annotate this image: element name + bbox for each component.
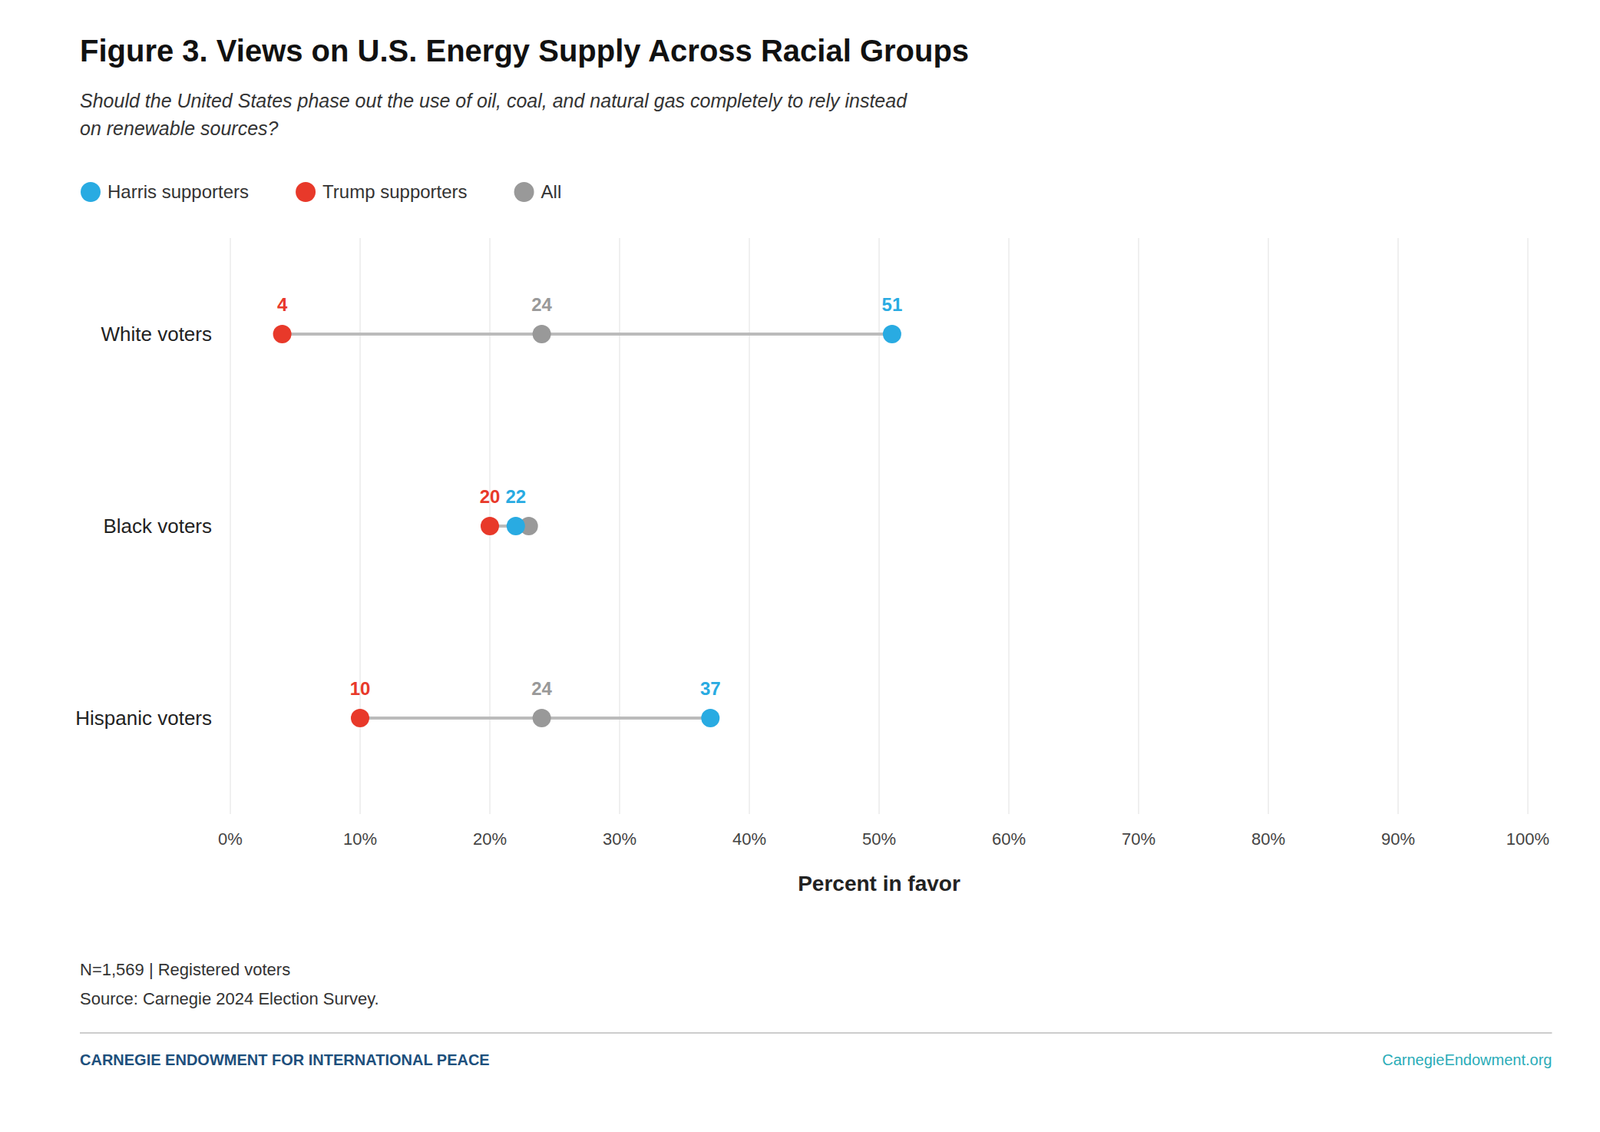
legend-swatch: [295, 181, 316, 202]
y-tick-label: Black voters: [102, 514, 212, 538]
x-tick-label: 10%: [343, 829, 377, 849]
connector: [282, 332, 893, 336]
dot: [506, 516, 526, 536]
grid-line: [879, 238, 880, 814]
note: Source: Carnegie 2024 Election Survey.: [79, 988, 380, 1009]
x-tick-label: 30%: [602, 829, 637, 849]
x-tick-label: 40%: [732, 829, 767, 849]
dot: [532, 324, 552, 344]
note: N=1,569 | Registered voters: [79, 959, 291, 979]
data-label: 4: [277, 294, 288, 315]
background: [0, 0, 1600, 1132]
data-label: 24: [531, 677, 553, 699]
data-label: 24: [531, 294, 553, 315]
x-tick-label: 90%: [1381, 829, 1415, 849]
grid-line: [1268, 238, 1270, 814]
marks: [273, 324, 902, 728]
x-tick-label: 60%: [991, 829, 1026, 849]
x-grid: [230, 238, 1528, 814]
subtitle: on renewable sources?: [79, 117, 279, 139]
grid-line: [1398, 238, 1399, 814]
x-tick-label: 100%: [1506, 829, 1550, 849]
data-labels: 51 22 37 4 20 10 24 24: [277, 294, 903, 699]
data-label: 22: [505, 485, 526, 507]
y-tick-label: Hispanic voters: [75, 706, 212, 730]
grid-line: [360, 238, 361, 814]
grid-line: [230, 238, 232, 814]
x-tick-label: 80%: [1251, 829, 1286, 849]
grid-line: [749, 238, 751, 814]
dot: [350, 708, 370, 728]
subtitle: Should the United States phase out the u…: [79, 89, 908, 112]
data-label: 20: [479, 485, 501, 507]
data-label: 10: [350, 677, 371, 699]
grid-line: [1138, 238, 1140, 814]
legend-swatch: [80, 181, 101, 202]
x-tick-label: 20%: [472, 829, 507, 849]
grid-line: [619, 238, 621, 814]
footer-text: CARNEGIE ENDOWMENT FOR INTERNATIONAL PEA…: [79, 1051, 490, 1068]
y-tick-label: White voters: [101, 322, 213, 346]
data-label: 51: [882, 294, 903, 315]
legend: Harris supporters Trump supporters All: [80, 181, 562, 202]
legend-swatch: [514, 181, 535, 202]
dot: [273, 324, 292, 344]
legend-label: All: [541, 181, 562, 202]
footer-separator: [79, 1031, 1552, 1034]
footer-text: CarnegieEndowment.org: [1381, 1051, 1552, 1068]
data-label: 37: [700, 677, 721, 699]
dot: [480, 516, 500, 536]
x-tick-label: 50%: [862, 829, 896, 849]
x-tick-label: 70%: [1121, 829, 1156, 849]
dot: [532, 708, 552, 728]
x-axis-label: Percent in favor: [797, 871, 961, 896]
dot: [882, 324, 902, 344]
dot: [700, 708, 720, 728]
legend-label: Harris supporters: [107, 181, 249, 202]
grid-line: [1008, 238, 1010, 814]
chart: Figure 3. Views on U.S. Energy Supply Ac…: [0, 0, 1600, 1132]
grid-line: [1527, 238, 1529, 814]
x-tick-label: 0%: [218, 829, 243, 849]
legend-label: Trump supporters: [322, 181, 468, 202]
title: Figure 3. Views on U.S. Energy Supply Ac…: [79, 33, 969, 68]
